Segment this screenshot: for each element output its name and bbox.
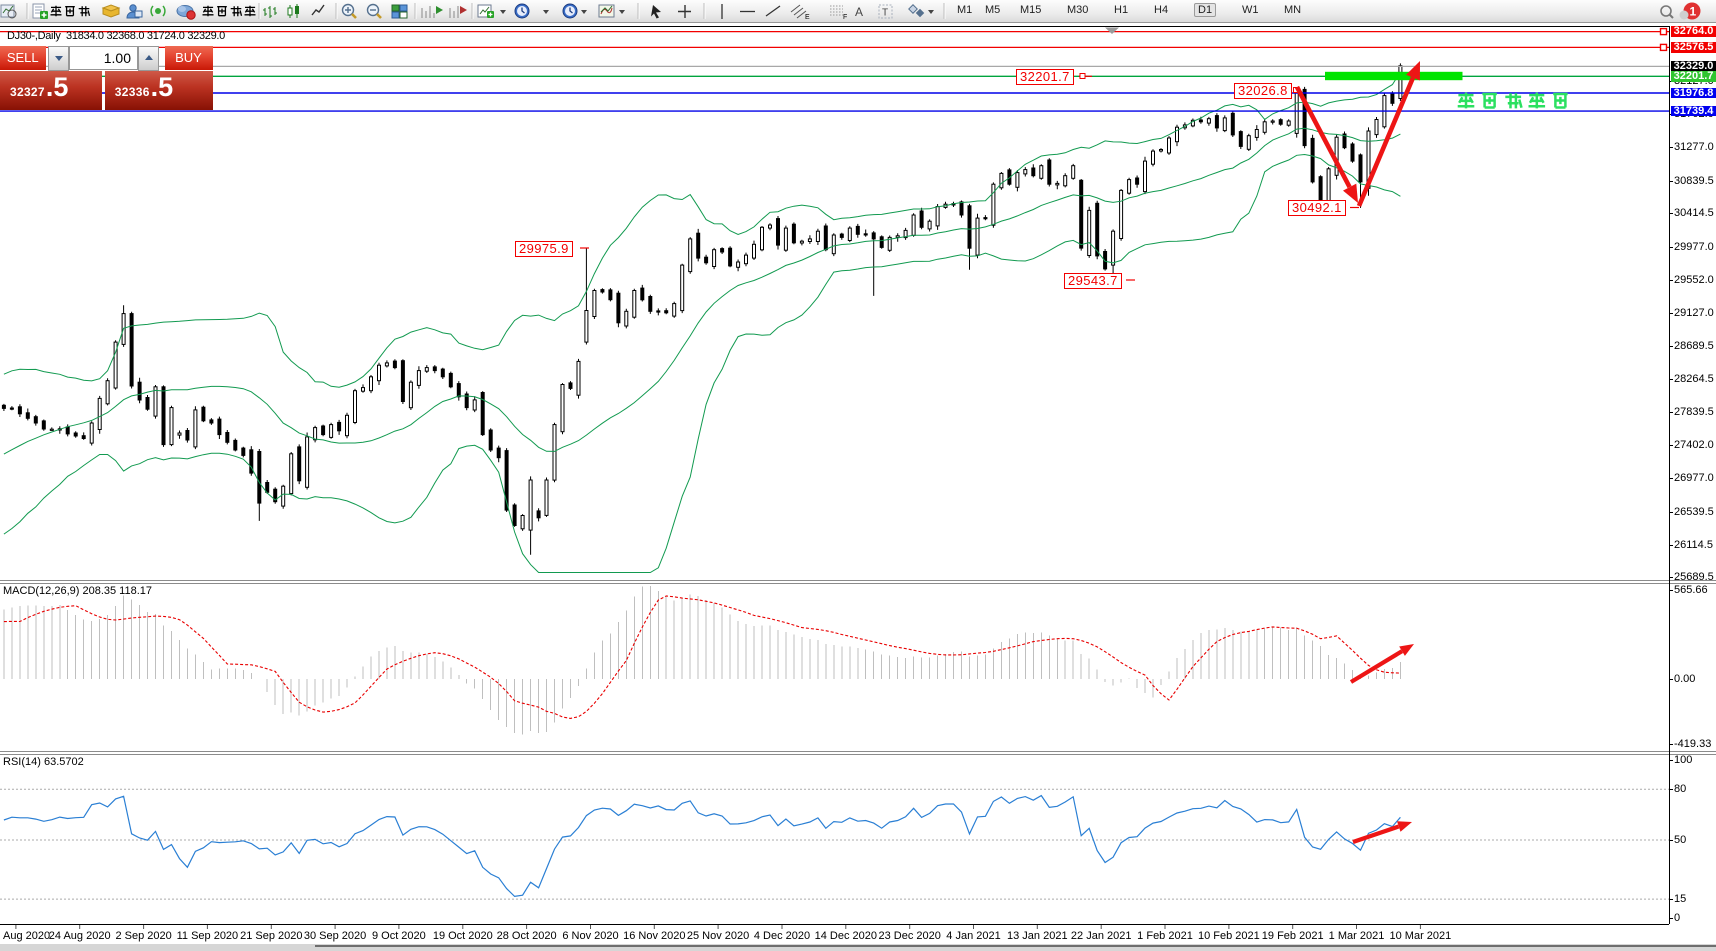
svg-text:A: A [855,5,863,19]
svg-text:1: 1 [1690,5,1697,19]
svg-text:T: T [882,8,888,19]
svg-text:E: E [805,14,810,21]
svg-text:F: F [843,14,847,21]
